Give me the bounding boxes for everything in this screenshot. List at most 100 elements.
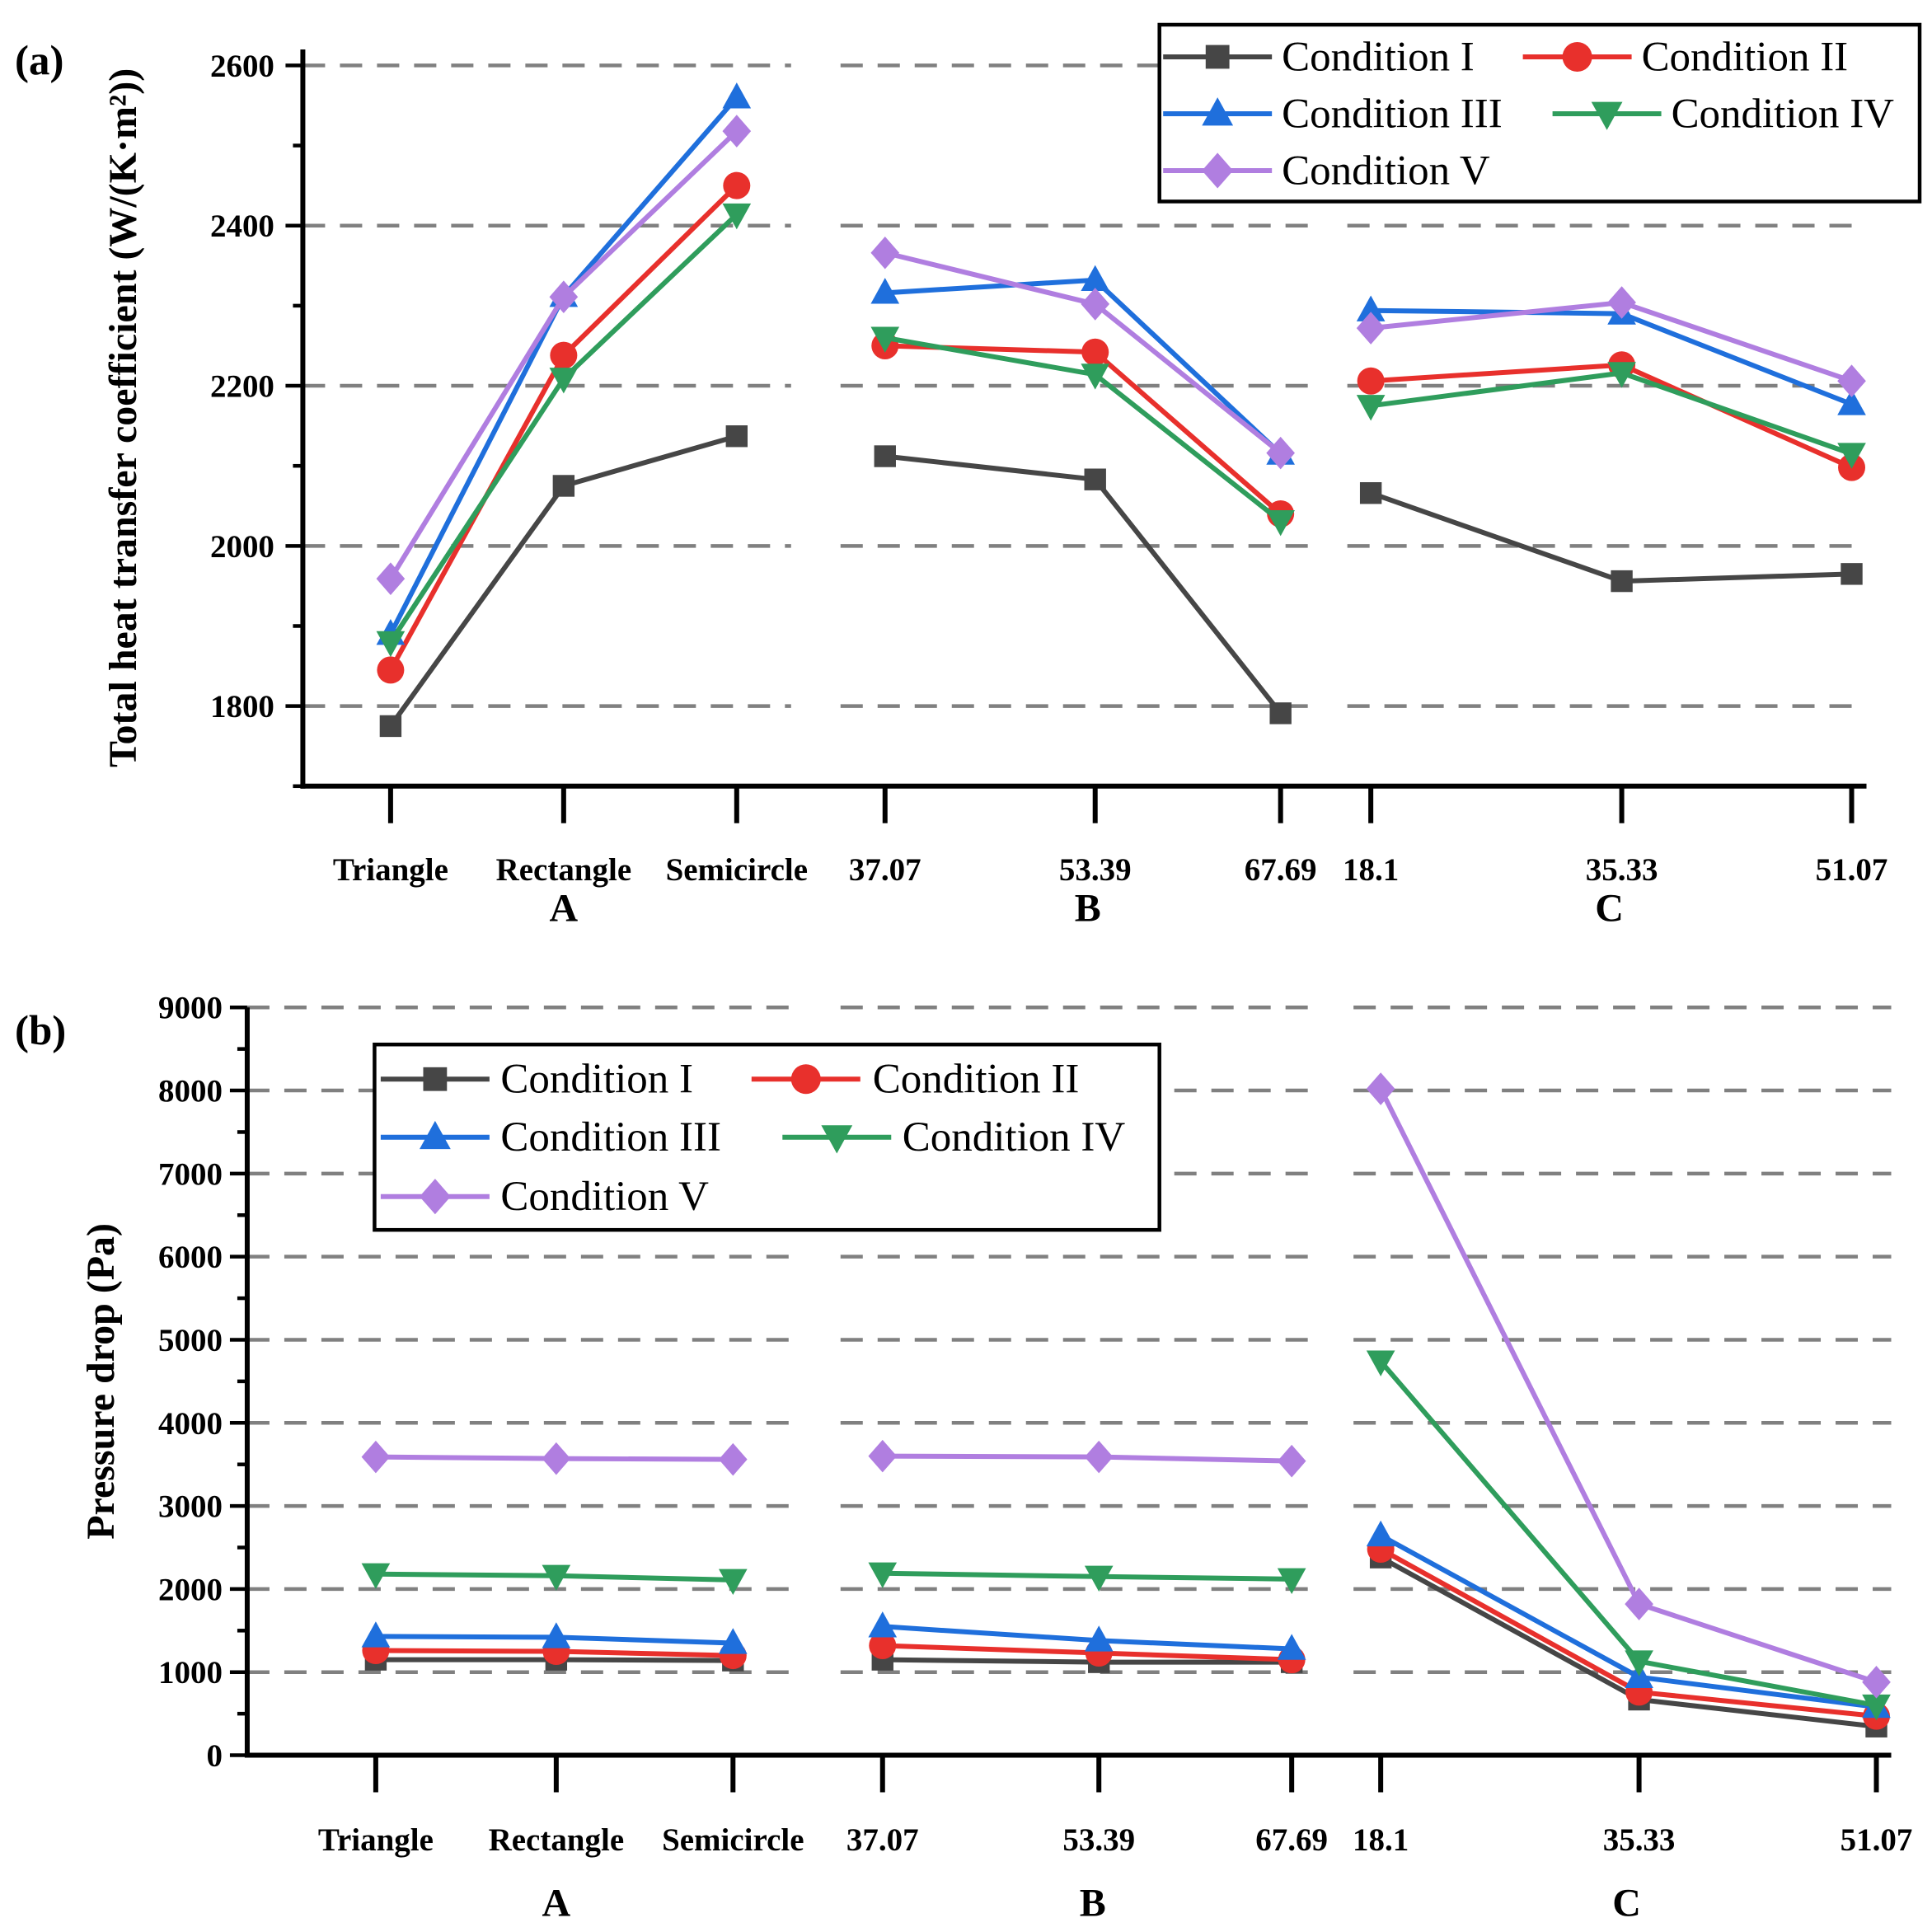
x-group-label: C — [1612, 1882, 1641, 1925]
legend-label: Condition V — [1282, 148, 1490, 194]
y-tick-label: 7000 — [158, 1156, 223, 1192]
marker-triangle-down — [821, 1125, 853, 1154]
x-tick-label: Triangle — [318, 1822, 434, 1858]
y-tick-label: 8000 — [158, 1074, 223, 1109]
x-group-label: B — [1075, 886, 1101, 930]
marker-square — [725, 425, 748, 448]
marker-diamond — [1625, 1587, 1653, 1620]
marker-triangle-down — [549, 368, 579, 394]
x-tick-label: 18.1 — [1343, 852, 1399, 888]
series-line — [1370, 362, 1853, 470]
marker-diamond — [870, 236, 900, 270]
marker-diamond — [1366, 1072, 1395, 1105]
x-tick-label: 37.07 — [846, 1822, 919, 1858]
marker-square — [1205, 45, 1230, 69]
y-tick-label: 2200 — [210, 369, 274, 405]
marker-triangle-up — [1356, 295, 1386, 321]
marker-triangle-down — [1277, 1568, 1306, 1594]
marker-diamond — [722, 115, 752, 148]
x-tick-label: 51.07 — [1816, 852, 1888, 888]
series-line — [1370, 490, 1852, 584]
marker-triangle-down — [376, 631, 406, 658]
marker-circle — [1081, 338, 1109, 366]
marker-diamond — [1862, 1666, 1891, 1699]
series-condition-iv — [376, 203, 1866, 658]
x-tick-label: 67.69 — [1245, 852, 1317, 888]
marker-triangle-up — [1277, 1634, 1306, 1660]
legend-label: Condition III — [500, 1114, 721, 1161]
x-tick-label: 18.1 — [1353, 1822, 1409, 1858]
chart-panel-b: (b) 0 1000 2000 3000 4000 5000 6000 7000 8000 9000… — [15, 991, 1912, 1925]
legend-label: Condition II — [1642, 34, 1849, 80]
marker-triangle-down — [542, 1564, 571, 1591]
y-tick-label: 1800 — [210, 689, 274, 724]
marker-triangle-up — [722, 82, 752, 109]
series-condition-iii — [361, 1520, 1891, 1719]
series-condition-v — [361, 1072, 1891, 1699]
marker-circle — [723, 171, 751, 199]
marker-square — [423, 1067, 448, 1091]
x-group-label: B — [1080, 1882, 1106, 1925]
legend-label: Condition II — [873, 1057, 1080, 1103]
marker-triangle-down — [1081, 363, 1110, 390]
legend-label: Condition V — [500, 1174, 709, 1220]
marker-triangle-up — [361, 1621, 391, 1648]
marker-triangle-down — [361, 1563, 391, 1589]
x-tick-label: Rectangle — [489, 1822, 625, 1858]
marker-circle — [1562, 41, 1592, 72]
marker-triangle-down — [1591, 101, 1623, 130]
marker-square — [552, 475, 575, 497]
x-tick-label: 53.39 — [1059, 852, 1132, 888]
marker-diamond — [1837, 364, 1866, 397]
legend: Condition I Condition II Condition III Cond… — [373, 1042, 1161, 1232]
marker-square — [874, 445, 896, 467]
marker-triangle-up — [1202, 97, 1234, 126]
marker-triangle-up — [868, 1611, 898, 1638]
x-tick-label: 67.69 — [1255, 1822, 1328, 1858]
marker-triangle-down — [1356, 395, 1386, 421]
x-tick-label: 53.39 — [1062, 1822, 1135, 1858]
panel-label: (a) — [15, 38, 63, 84]
marker-triangle-down — [718, 1569, 748, 1595]
y-tick-label: 5000 — [158, 1323, 223, 1358]
legend-label: Condition I — [1282, 34, 1475, 80]
x-group-label: C — [1595, 886, 1624, 930]
marker-diamond — [542, 1442, 571, 1475]
marker-triangle-down — [1837, 443, 1866, 469]
x-tick-label: 51.07 — [1841, 1822, 1913, 1858]
legend-box — [373, 1042, 1161, 1232]
x-tick-label: 35.33 — [1586, 852, 1658, 888]
chart-panel-a: (a) 1800 2000 2200 2400 2600 Total heat transf… — [15, 22, 1922, 930]
series-line — [884, 453, 1283, 715]
marker-circle — [377, 656, 405, 684]
y-tick-label: 2400 — [210, 209, 274, 244]
marker-square — [1841, 563, 1863, 585]
marker-diamond — [868, 1439, 898, 1473]
panel-label: (b) — [15, 1008, 66, 1054]
series-condition-iv — [361, 1350, 1891, 1721]
marker-circle — [1357, 367, 1385, 395]
marker-triangle-down — [1084, 1565, 1114, 1592]
x-group-label: A — [542, 1882, 571, 1925]
legend-label: Condition III — [1282, 91, 1503, 137]
legend-label: Condition IV — [903, 1114, 1126, 1161]
marker-triangle-down — [722, 203, 752, 230]
y-tick-label: 2000 — [210, 529, 274, 565]
marker-square — [1269, 702, 1292, 724]
marker-diamond — [1356, 312, 1386, 345]
x-tick-label: Triangle — [333, 852, 448, 888]
marker-triangle-down — [1607, 362, 1636, 388]
marker-circle — [869, 1631, 897, 1659]
legend-box — [1157, 22, 1922, 204]
x-tick-label: Semicircle — [666, 852, 808, 888]
marker-triangle-down — [1366, 1350, 1395, 1376]
marker-triangle-up — [1837, 389, 1866, 415]
marker-triangle-down — [1625, 1650, 1653, 1676]
legend-label: Condition I — [500, 1057, 693, 1103]
legend: Condition I Condition II Condition III Cond… — [1157, 22, 1922, 204]
x-tick-label: 37.07 — [849, 852, 921, 888]
y-tick-label: 4000 — [158, 1406, 223, 1442]
marker-triangle-up — [542, 1622, 571, 1648]
y-tick-label: 0 — [206, 1738, 223, 1774]
